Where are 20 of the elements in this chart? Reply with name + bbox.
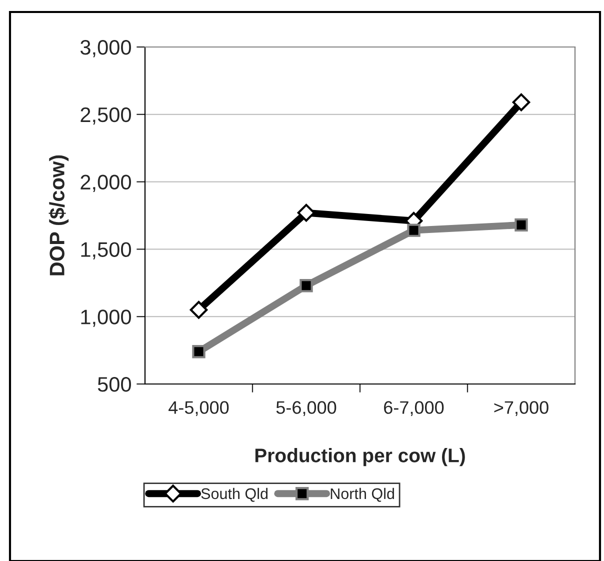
legend-label: North Qld: [330, 488, 394, 502]
point: [512, 93, 530, 112]
y-tick-label: 1,500: [81, 242, 131, 260]
y-tick-label: 1,000: [81, 310, 131, 327]
point: [300, 278, 313, 292]
x-axis-title: Production per cow (L): [255, 448, 465, 466]
y-tick-label: 3,000: [80, 40, 131, 58]
point: [190, 300, 208, 319]
y-tick-label: 2,000: [80, 174, 131, 192]
y-tick-label: 500: [98, 377, 131, 392]
y-axis-title: DOP ($/cow): [48, 155, 69, 276]
point: [192, 345, 206, 358]
x-tick-label: 5-6,000: [276, 401, 336, 416]
y-tick-label: 2,500: [80, 107, 131, 125]
point: [514, 218, 528, 232]
x-tick-label: 6-7,000: [384, 401, 444, 416]
point: [407, 224, 420, 237]
legend-label: South Qld: [201, 488, 268, 502]
x-tick-label: 4-5,000: [168, 401, 229, 416]
x-tick-label: >7,000: [494, 401, 548, 416]
